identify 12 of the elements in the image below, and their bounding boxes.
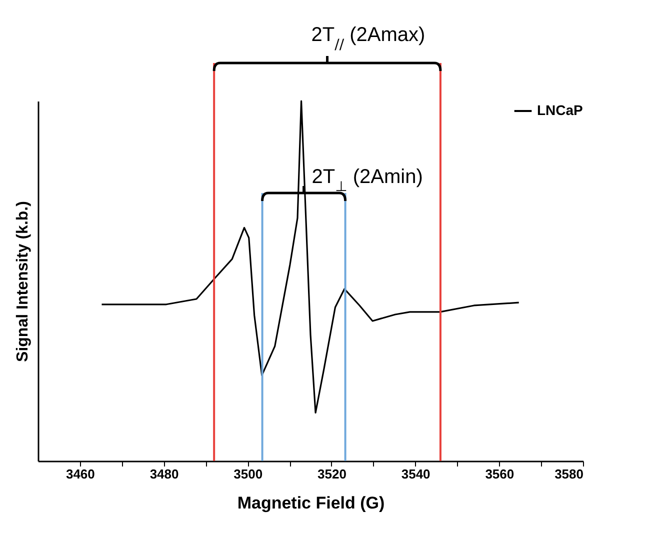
y-axis-title: Signal Intensity (k.b.): [14, 201, 32, 362]
x-tick-label: 3500: [234, 466, 263, 482]
x-tick-label: 3520: [318, 466, 346, 482]
x-tick-label: 3480: [150, 466, 179, 482]
legend-label: LNCaP: [537, 102, 583, 118]
x-axis-title: Magnetic Field (G): [237, 494, 385, 512]
x-tick-label: 3540: [401, 466, 430, 482]
x-tick-label: 3560: [485, 466, 514, 482]
text: 2T$_{//}$ (2Amax): [311, 24, 426, 53]
x-tick-label: 3460: [66, 466, 95, 482]
x-tick-label: 3580: [554, 466, 584, 482]
annotation: 2T$_{⊥}$ (2Amin): [312, 166, 423, 195]
